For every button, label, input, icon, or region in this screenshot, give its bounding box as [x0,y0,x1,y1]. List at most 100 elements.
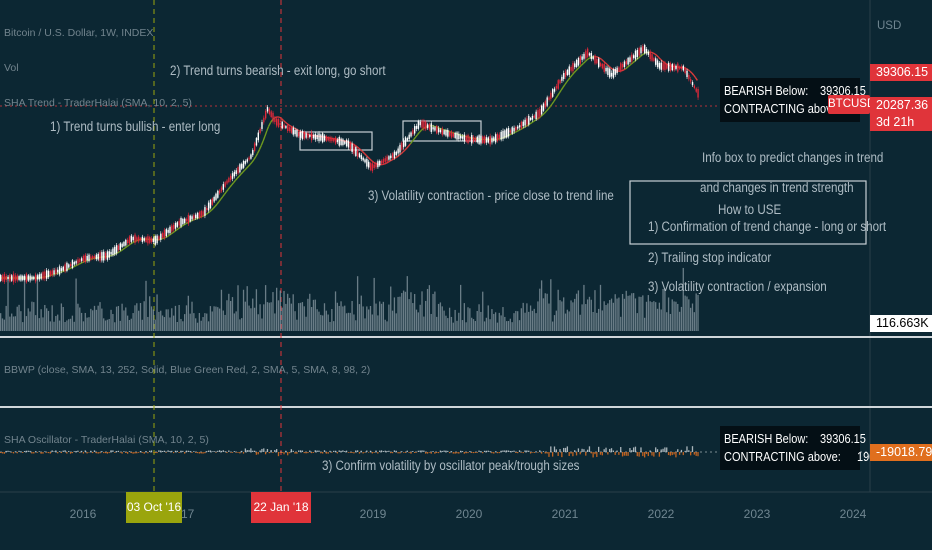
volume-bar [471,317,473,331]
volume-bar [154,319,156,331]
time-label-2016: 2016 [69,507,97,521]
oscillator-bar [244,448,247,452]
oscillator-bar [393,450,396,452]
price-candle [690,79,692,82]
volume-bar [220,289,223,331]
price-candle [318,133,320,142]
oscillator-bar [342,450,344,452]
oscillator-indicator-legend[interactable]: SHA Oscillator - TraderHalai (SMA, 10, 2… [4,434,209,446]
oscillator-bar [266,448,269,452]
volume-bar [75,278,77,331]
trend-line-segment [625,66,628,70]
volume-bar [417,312,419,331]
oscillator-bar [106,452,109,454]
trend-line-segment [369,158,373,162]
price-candle [198,212,201,218]
price-candle [290,127,293,133]
volume-bar [393,297,396,331]
trend-line-segment [689,70,693,74]
price-candle [167,229,169,233]
price-candle [432,127,434,130]
price-candle [610,72,613,77]
trend-line-segment [608,65,612,69]
volume-bar [115,306,118,331]
price-candle [29,275,31,281]
oscillator-bar [610,448,613,452]
price-candle [263,117,265,123]
oscillator-bar [498,452,500,454]
trend-line-segment [361,151,365,154]
volume-bar [121,303,123,331]
price-last-label: 20287.36 [870,97,932,114]
volume-bar [342,306,344,331]
price-candle [3,273,6,283]
volume-legend[interactable]: Vol [4,62,19,74]
oscillator-bar [204,452,206,454]
volume-bar [117,306,120,331]
volume-bar [84,312,86,331]
symbol-legend[interactable]: Bitcoin / U.S. Dollar, 1W, INDEX [4,27,154,39]
oscillator-bar [649,450,651,452]
volume-bar [528,311,530,331]
oscillator-bar [228,450,230,452]
trend-line-segment [566,79,570,83]
volume-bar [233,313,235,331]
oscillator-bar [517,452,519,454]
price-candle [472,136,475,142]
oscillator-bar [432,451,434,452]
trend-line-segment [406,145,410,149]
price-candle [196,212,199,219]
volume-bar [439,302,442,331]
volume-bar [425,300,427,331]
price-candle [193,215,195,219]
volume-bar [693,312,695,331]
currency-label[interactable]: USD [877,20,902,32]
volume-bar [277,300,280,331]
trend-line-segment [264,130,268,137]
volume-bar [412,303,414,331]
volume-bar [345,313,348,331]
price-candle [95,254,98,260]
price-candle [310,132,313,141]
trend-line-segment [417,131,421,135]
bullish-date-marker: 03 Oct '16 [126,492,182,523]
oscillator-bar [629,448,631,452]
trend-line-segment [260,140,264,146]
price-candle [257,132,259,141]
oscillator-bar [638,452,640,457]
oscillator-bar [115,451,118,452]
volume-bar [476,311,478,331]
price-candle [298,132,300,137]
price-candle [299,131,302,138]
oscillator-axis-label: -19018.79 [870,444,932,461]
volume-bar [161,315,164,331]
volume-bar [458,312,460,331]
price-candle [360,155,363,160]
volume-bar [53,321,55,331]
price-candle [12,273,15,283]
oscillator-bar [375,450,377,452]
oscillator-bar [3,452,5,454]
price-candle [673,64,675,71]
price-candle [454,132,456,138]
price-candle [36,275,39,280]
trend-line-segment [398,153,402,156]
volume-bar [27,308,29,331]
price-candle [601,64,604,69]
trend-indicator-legend[interactable]: SHA Trend - TraderHalai (SMA, 10, 2, 5) [4,97,192,109]
volume-bar [174,305,177,331]
trend-line-segment [691,72,695,76]
symbol-badge[interactable]: BTCUSD [828,95,875,114]
volume-bar [667,297,670,331]
price-candle [66,262,68,271]
oscillator-bar [482,452,484,454]
volume-bar [130,318,132,331]
volume-bar [298,303,300,331]
osc-bearish-label: BEARISH Below: [724,432,809,446]
oscillator-bar [299,450,302,452]
bbwp-indicator-legend[interactable]: BBWP (close, SMA, 13, 252, Solid, Blue G… [4,364,371,376]
oscillator-bar [456,452,458,454]
oscillator-bar [101,451,103,452]
volume-bar [399,296,401,331]
oscillator-bar [69,452,72,454]
